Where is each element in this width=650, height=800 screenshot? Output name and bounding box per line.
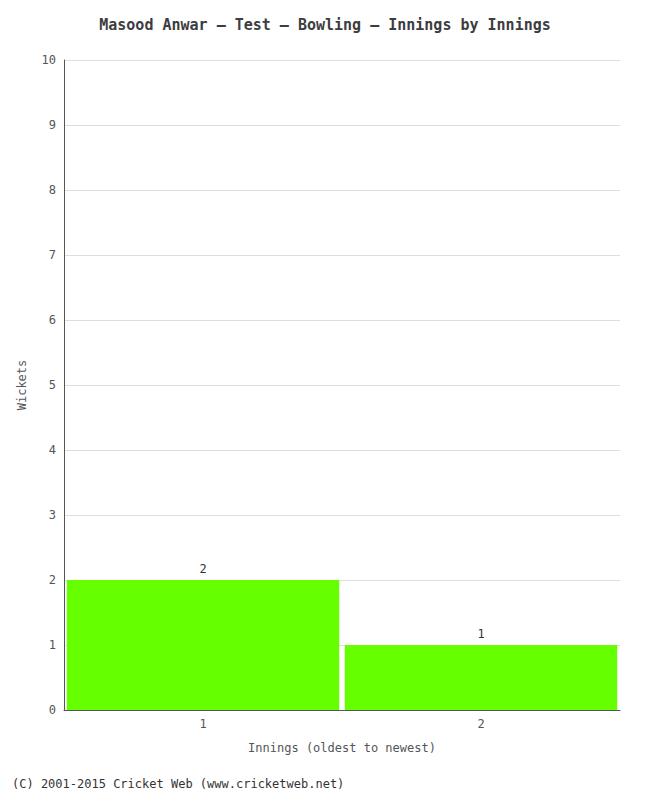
- svg-text:5: 5: [49, 378, 56, 392]
- svg-text:(C) 2001-2015 Cricket Web (www: (C) 2001-2015 Cricket Web (www.cricketwe…: [12, 777, 344, 791]
- svg-text:4: 4: [49, 443, 56, 457]
- svg-text:0: 0: [49, 703, 56, 717]
- svg-text:8: 8: [49, 183, 56, 197]
- svg-text:Masood Anwar – Test – Bowling: Masood Anwar – Test – Bowling – Innings …: [99, 16, 551, 34]
- svg-text:2: 2: [199, 562, 206, 576]
- svg-text:2: 2: [477, 717, 484, 731]
- svg-text:2: 2: [49, 573, 56, 587]
- svg-text:3: 3: [49, 508, 56, 522]
- svg-text:10: 10: [42, 53, 56, 67]
- svg-text:1: 1: [199, 717, 206, 731]
- svg-text:Wickets: Wickets: [15, 360, 29, 411]
- svg-text:9: 9: [49, 118, 56, 132]
- svg-text:7: 7: [49, 248, 56, 262]
- svg-text:1: 1: [49, 638, 56, 652]
- svg-text:1: 1: [477, 627, 484, 641]
- svg-text:6: 6: [49, 313, 56, 327]
- svg-text:Innings (oldest to newest): Innings (oldest to newest): [248, 741, 436, 755]
